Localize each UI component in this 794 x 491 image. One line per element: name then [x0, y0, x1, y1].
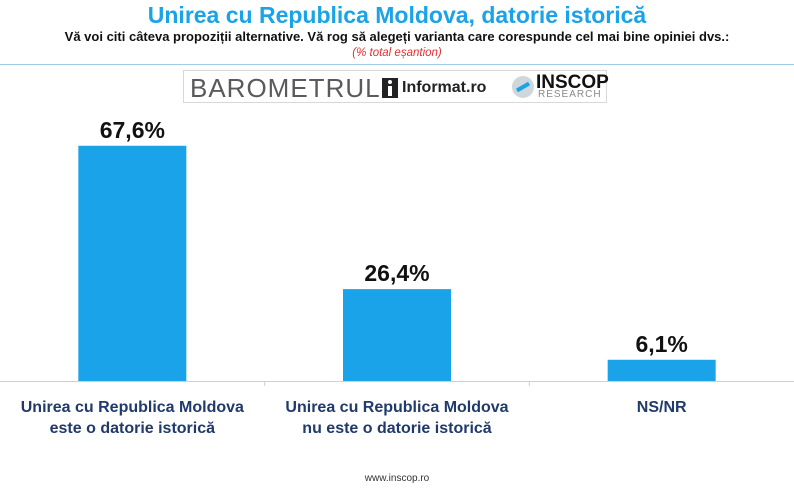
- bar: [607, 359, 716, 381]
- footer-url: www.inscop.ro: [364, 473, 430, 484]
- bar: [78, 145, 187, 381]
- logo-banner: BAROMETRUL Informat.ro INSCOP RESEARCH: [183, 70, 609, 103]
- data-label: 26,4%: [364, 260, 429, 286]
- barometrul-logo: BAROMETRUL: [190, 73, 381, 103]
- inscop-research-text: RESEARCH: [538, 89, 602, 100]
- inscop-globe-icon: [512, 76, 534, 98]
- info-icon: [382, 78, 398, 98]
- category-label: Unirea cu Republica Moldova: [21, 399, 244, 416]
- inscop-logo-text: INSCOP: [536, 72, 609, 93]
- sample-note: (% total eșantion): [352, 47, 442, 59]
- data-label: 6,1%: [635, 331, 687, 357]
- chart-subtitle: Vă voi citi câteva propoziții alternativ…: [64, 29, 730, 44]
- informat-logo-text: Informat.ro: [402, 79, 487, 96]
- category-label: Unirea cu Republica Moldova: [285, 399, 508, 416]
- category-label: nu este o datorie istorică: [302, 420, 491, 437]
- category-label: este o datorie istorică: [50, 420, 215, 437]
- category-label: NS/NR: [637, 399, 687, 416]
- bar: [343, 289, 451, 381]
- data-label: 67,6%: [100, 117, 165, 143]
- header-divider: [0, 64, 794, 65]
- chart-title: Unirea cu Republica Moldova, datorie ist…: [147, 2, 647, 28]
